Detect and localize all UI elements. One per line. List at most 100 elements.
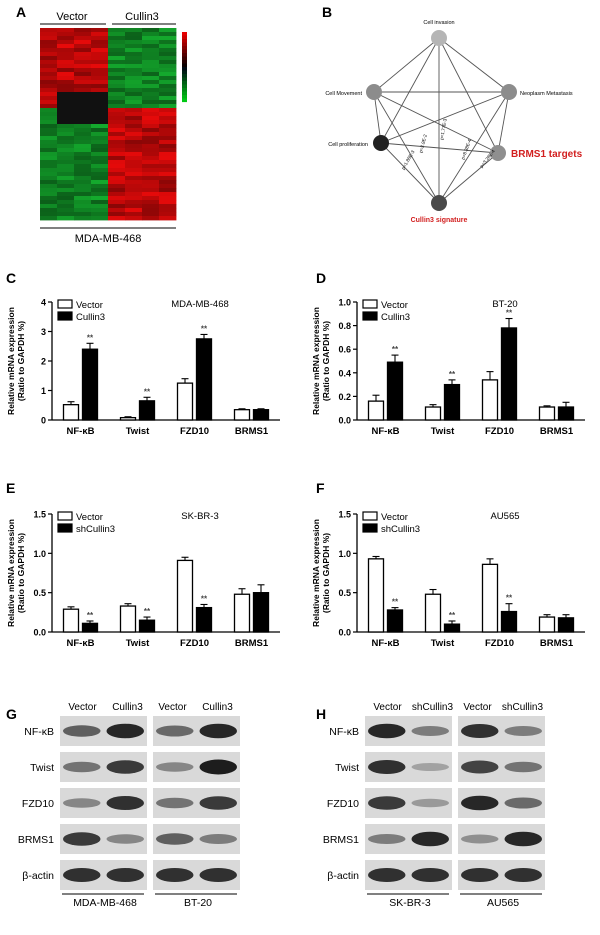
heatmap-cell (159, 188, 177, 193)
heatmap-cell (125, 152, 143, 157)
heatmap-cell (125, 124, 143, 129)
legend-label: Cullin3 (76, 312, 105, 323)
network-node (501, 84, 517, 100)
blot-band (368, 723, 406, 739)
bar (386, 609, 404, 633)
heatmap-cell (57, 180, 75, 185)
heatmap-cell (108, 64, 126, 69)
heatmap-cell (142, 108, 160, 113)
heatmap-cell (125, 36, 143, 41)
heatmap-cell (125, 136, 143, 141)
heatmap-cell (125, 156, 143, 161)
heatmap-cell (91, 176, 109, 181)
heatmap-cell (74, 112, 92, 117)
heatmap-cell (142, 148, 160, 153)
blot-group-label: SK-BR-3 (389, 897, 431, 909)
network-node (431, 30, 447, 46)
network-panel: Cell invasion Neoplasm Metastasis BRMS1 ta… (325, 20, 582, 224)
heatmap-cell (108, 208, 126, 213)
panel-letter-b: B (322, 4, 333, 20)
bar (62, 404, 80, 421)
x-tick-label: FZD10 (485, 426, 514, 437)
blot-band (504, 761, 542, 773)
heatmap-cell (57, 28, 75, 33)
heatmap-cell (159, 208, 177, 213)
heatmap-cell (40, 28, 58, 33)
heatmap-cell (125, 196, 143, 201)
heatmap-cell (57, 52, 75, 57)
heatmap-cell (91, 172, 109, 177)
heatmap-cell (74, 176, 92, 181)
heatmap-cell (57, 156, 75, 161)
heatmap-cell (108, 204, 126, 209)
heatmap-cell (108, 132, 126, 137)
network-edge (438, 152, 499, 204)
blot-lane-label: Vector (463, 702, 492, 713)
heatmap-cell (57, 56, 75, 61)
network-node-label: Cell proliferation (328, 142, 368, 148)
blot-lane-label: Vector (158, 702, 187, 713)
bar (500, 610, 518, 633)
heatmap-cell (57, 104, 75, 109)
heatmap-cell (91, 148, 109, 153)
heatmap-cell (91, 208, 109, 213)
network-edge (380, 142, 499, 154)
heatmap-cell (159, 160, 177, 165)
heatmap-cell (57, 200, 75, 205)
heatmap-cell (142, 196, 160, 201)
heatmap-scale-swatch (182, 46, 187, 50)
heatmap-cell (159, 120, 177, 125)
heatmap-cell (159, 216, 177, 221)
heatmap-cell (159, 88, 177, 93)
network-node-label: Cell Movement (325, 91, 362, 97)
bar (233, 409, 251, 421)
heatmap-cell (91, 120, 109, 125)
heatmap-cell (91, 144, 109, 149)
heatmap-cell (40, 124, 58, 129)
blot-band (156, 868, 194, 882)
heatmap-cell (91, 152, 109, 157)
heatmap-cell (74, 136, 92, 141)
heatmap-cell (74, 104, 92, 109)
heatmap-cell (142, 128, 160, 133)
chart-title: MDA-MB-468 (171, 299, 229, 310)
heatmap-cell (125, 140, 143, 145)
y-axis-label-line1: Relative mRNA expression (311, 307, 321, 415)
bar-chart-e: Relative mRNA expression (Ratio to GAPDH … (6, 510, 280, 649)
heatmap-cell (125, 72, 143, 77)
heatmap-cell (142, 164, 160, 169)
heatmap-cell (91, 84, 109, 89)
network-edge (380, 91, 510, 144)
heatmap-cell (125, 48, 143, 53)
heatmap-cell (125, 32, 143, 37)
heatmap-cell (159, 180, 177, 185)
blot-band (411, 763, 449, 771)
chart-title: SK-BR-3 (181, 511, 218, 522)
heatmap-cell (74, 120, 92, 125)
blot-band (156, 797, 194, 809)
heatmap-cell (159, 40, 177, 45)
heatmap-cell (91, 68, 109, 73)
heatmap-cell (142, 104, 160, 109)
heatmap-cell (125, 60, 143, 65)
heatmap-cell (74, 36, 92, 41)
blot-band (411, 798, 449, 808)
heatmap-cell (57, 40, 75, 45)
heatmap-cell (108, 140, 126, 145)
y-axis-label-line1: Relative mRNA expression (311, 519, 321, 627)
heatmap-scale-swatch (182, 81, 187, 85)
network-edge-label: p=2.9E-2 (418, 133, 428, 153)
heatmap-cell (74, 84, 92, 89)
heatmap-cell (159, 212, 177, 217)
heatmap-cell (125, 132, 143, 137)
heatmap-cell (57, 144, 75, 149)
y-tick-label: 0 (41, 416, 46, 426)
network-edge (373, 37, 440, 93)
heatmap-cell (108, 92, 126, 97)
heatmap-cell (159, 96, 177, 101)
heatmap-cell (40, 180, 58, 185)
heatmap-group-cullin3: Cullin3 (125, 11, 159, 23)
heatmap-cell (108, 68, 126, 73)
bar (119, 605, 137, 633)
heatmap-scale-swatch (182, 84, 187, 89)
